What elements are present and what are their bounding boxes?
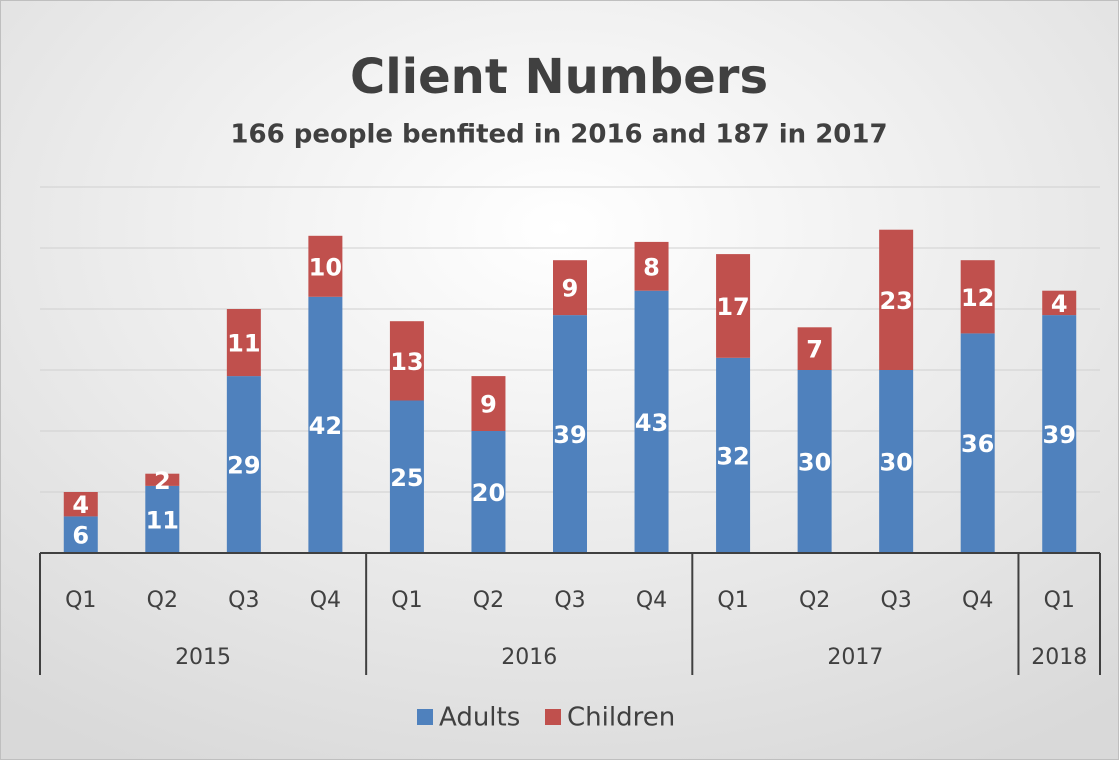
data-label: 30 [879,449,912,477]
bar-segment [797,327,832,370]
group-label: 2017 [827,645,883,670]
bar-segment [879,229,914,370]
x-tick-label: Q3 [554,588,585,613]
data-label: 10 [309,253,342,281]
legend-swatch [417,709,433,725]
bar-segment [63,492,98,517]
data-label: 23 [879,287,912,315]
bar-segment [471,376,506,431]
bar-segment [960,260,995,334]
data-label: 9 [480,391,497,419]
data-label: 20 [472,479,505,507]
bar-segment [145,485,180,553]
bar-segment [226,376,261,553]
data-label: 11 [146,506,179,534]
legend-swatch [545,709,561,725]
bar-segment [389,400,424,553]
x-tick-label: Q1 [65,588,96,613]
bar-segment [797,370,832,553]
bar-segment [716,254,751,358]
bar-segment [308,296,343,553]
data-label: 13 [390,348,423,376]
bar-segment [389,321,424,401]
data-label: 39 [553,421,586,449]
x-tick-label: Q1 [717,588,748,613]
group-label: 2016 [501,645,557,670]
data-label: 6 [72,522,89,550]
data-label: 39 [1043,421,1076,449]
x-tick-label: Q4 [310,588,341,613]
data-label: 30 [798,449,831,477]
bar-segment [553,260,587,316]
group-label: 2018 [1031,645,1087,670]
data-label: 42 [309,412,342,440]
x-tick-label: Q4 [962,588,993,613]
data-label: 32 [716,442,749,470]
data-label: 36 [961,430,994,458]
legend-label: Adults [439,703,520,733]
data-label: 9 [562,275,579,303]
data-label: 25 [390,464,423,492]
data-label: 7 [806,336,823,364]
chart-title: Client Numbers [350,49,768,105]
bar-segment [471,431,506,553]
x-tick-label: Q2 [799,588,830,613]
bar-segment [308,235,343,297]
bar-segment [634,290,669,553]
bar-segment [145,473,180,486]
x-tick-label: Q1 [1044,588,1075,613]
x-tick-label: Q3 [228,588,259,613]
data-label: 2 [154,467,171,495]
x-tick-label: Q3 [880,588,911,613]
x-tick-label: Q2 [147,588,178,613]
bar-segment [1042,290,1077,316]
data-label: 4 [1051,290,1068,318]
data-label: 43 [635,409,668,437]
x-tick-label: Q1 [391,588,422,613]
x-tick-label: Q4 [636,588,667,613]
data-label: 11 [227,330,260,358]
group-label: 2015 [175,645,231,670]
chart-subtitle: 166 people benfited in 2016 and 187 in 2… [230,120,887,150]
bar-segment [63,516,98,553]
bar-segment [634,241,669,291]
legend-label: Children [567,703,675,733]
bar-segment [716,357,751,553]
data-label: 29 [227,452,260,480]
bar-segment [1042,315,1077,553]
x-tick-label: Q2 [473,588,504,613]
data-label: 4 [72,491,89,519]
bar-segment [553,315,587,553]
bar-segment [960,333,995,553]
data-label: 12 [961,284,994,312]
bar-segment [226,309,261,377]
data-label: 8 [643,253,660,281]
data-label: 17 [716,293,749,321]
bar-segment [879,370,914,553]
